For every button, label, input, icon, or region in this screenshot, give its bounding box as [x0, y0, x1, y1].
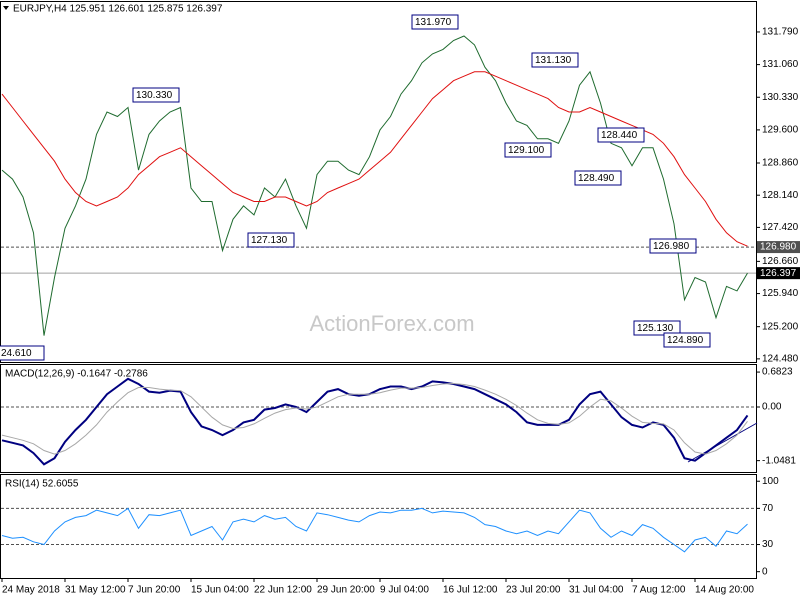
- annotation: 129.100: [508, 145, 545, 156]
- y-tick-label: 70: [762, 503, 774, 514]
- rsi-panel: [0, 474, 757, 579]
- x-tick-label: 7 Aug 12:00: [632, 585, 686, 596]
- y-tick-label: 126.660: [762, 256, 799, 267]
- y-tick-label: 128.860: [762, 158, 799, 169]
- x-tick-label: 15 Jun 04:00: [191, 585, 249, 596]
- annotation-box: [531, 52, 579, 68]
- series-line: [1, 71, 748, 247]
- trend-line: [687, 422, 758, 463]
- annotation: 130.330: [136, 90, 173, 101]
- annotation: 131.130: [535, 55, 572, 66]
- x-tick-label: 16 Jul 12:00: [443, 585, 498, 596]
- x-tick-label: 23 Jul 20:00: [506, 585, 561, 596]
- watermark: ActionForex.com: [309, 311, 474, 336]
- series-line: [1, 507, 748, 553]
- y-tick-label: -1.0481: [762, 455, 796, 466]
- y-tick-label: 0.6823: [762, 367, 793, 378]
- y-tick-label: 124.480: [762, 354, 799, 365]
- panel-title: MACD(12,26,9) -0.1647 -0.2786: [5, 369, 148, 380]
- price-panel: [0, 1, 757, 363]
- panel-title: RSI(14) 52.6055: [5, 479, 79, 490]
- y-tick-label: 0.00: [762, 402, 782, 413]
- y-tick-label: 131.790: [762, 27, 799, 38]
- annotation-box: [132, 87, 180, 103]
- level-box: [757, 267, 800, 280]
- x-tick-label: 7 Jun 20:00: [128, 585, 181, 596]
- annotation-box: [633, 320, 681, 336]
- x-tick-label: 14 Aug 20:00: [695, 585, 754, 596]
- series-line: [1, 35, 748, 336]
- x-tick-label: 9 Jul 04:00: [380, 585, 429, 596]
- x-tick-label: 31 Jul 04:00: [569, 585, 624, 596]
- y-tick-label: 100: [762, 476, 779, 487]
- annotation: 128.440: [601, 130, 638, 141]
- y-tick-label: 130.330: [762, 92, 799, 103]
- level-box: [757, 241, 800, 254]
- macd-panel: [0, 364, 757, 473]
- annotation: 131.970: [415, 17, 452, 28]
- chart-title: EURJPY,H4 125.951 126.601 125.875 126.39…: [13, 4, 223, 15]
- y-tick-label: 127.420: [762, 222, 799, 233]
- annotation-box: [0, 345, 45, 361]
- y-tick-label: 128.140: [762, 190, 799, 201]
- y-tick-label: 30: [762, 539, 774, 550]
- annotation-box: [649, 238, 697, 254]
- y-tick-label: 125.940: [762, 288, 799, 299]
- annotation-box: [597, 127, 645, 143]
- annotation-box: [411, 14, 459, 30]
- y-tick-label: 125.200: [762, 321, 799, 332]
- symbol-icon: [3, 6, 9, 10]
- series-line: [1, 377, 749, 466]
- annotation-box: [574, 170, 622, 186]
- x-tick-label: 22 Jun 12:00: [254, 585, 312, 596]
- x-tick-label: 31 May 12:00: [65, 585, 126, 596]
- annotation-box: [504, 142, 552, 158]
- series-line: [1, 382, 748, 455]
- y-tick-label: 0: [762, 566, 768, 577]
- y-tick-label: 131.060: [762, 59, 799, 70]
- annotation: 24.610: [1, 348, 32, 359]
- level-label: 126.980: [760, 242, 797, 253]
- annotation: 126.980: [653, 241, 690, 252]
- annotation: 124.890: [667, 335, 704, 346]
- annotation-box: [247, 232, 295, 248]
- x-tick-label: 24 May 2018: [2, 585, 60, 596]
- annotation-box: [663, 332, 711, 348]
- annotation: 127.130: [251, 235, 288, 246]
- x-tick-label: 29 Jun 20:00: [317, 585, 375, 596]
- level-label: 126.397: [760, 268, 797, 279]
- annotation: 125.130: [637, 323, 674, 334]
- y-tick-label: 129.600: [762, 125, 799, 136]
- annotation: 128.490: [578, 173, 615, 184]
